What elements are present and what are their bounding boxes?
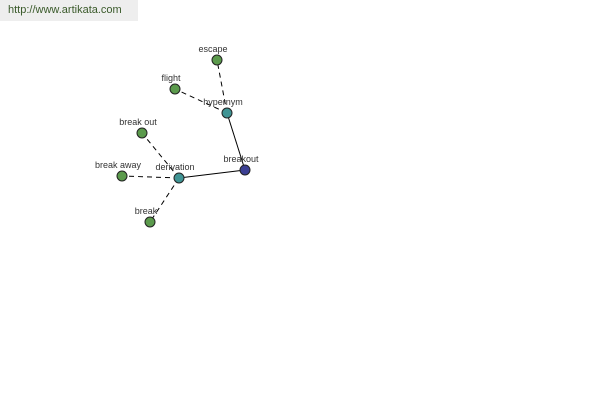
node-flight[interactable] bbox=[169, 83, 181, 95]
edge-breakout-hypernym bbox=[226, 112, 246, 171]
node-break_out[interactable] bbox=[136, 127, 148, 139]
node-breakout[interactable] bbox=[239, 164, 251, 176]
edge-derivation-break_away bbox=[121, 175, 180, 179]
edge-breakout-derivation bbox=[178, 169, 246, 179]
edge-hypernym-flight bbox=[174, 88, 228, 114]
node-label-break_out: break out bbox=[119, 117, 157, 127]
node-label-break_away: break away bbox=[95, 160, 142, 170]
node-derivation[interactable] bbox=[173, 172, 185, 184]
node-escape[interactable] bbox=[211, 54, 223, 66]
node-break[interactable] bbox=[144, 216, 156, 228]
node-label-escape: escape bbox=[198, 44, 227, 54]
node-label-breakout: breakout bbox=[223, 154, 259, 164]
node-label-break: break bbox=[135, 206, 158, 216]
node-break_away[interactable] bbox=[116, 170, 128, 182]
node-label-flight: flight bbox=[161, 73, 181, 83]
node-label-derivation: derivation bbox=[155, 162, 194, 172]
node-hypernym[interactable] bbox=[221, 107, 233, 119]
edge-derivation-break_out bbox=[141, 132, 180, 179]
site-url-link[interactable]: http://www.artikata.com bbox=[0, 0, 138, 21]
node-label-hypernym: hypernym bbox=[203, 97, 243, 107]
